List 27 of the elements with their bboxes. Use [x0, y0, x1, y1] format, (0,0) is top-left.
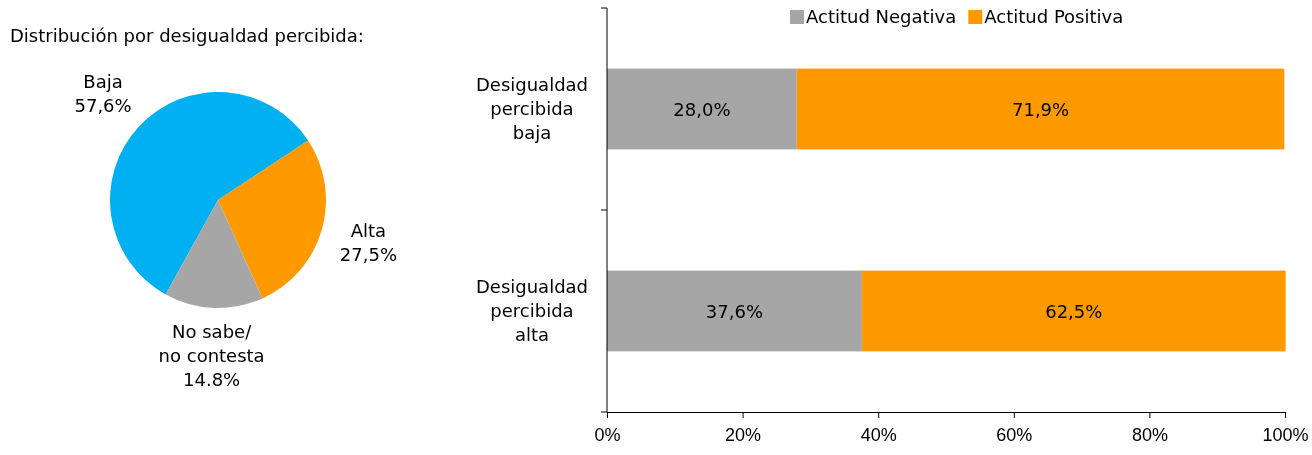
bar: [861, 270, 1286, 352]
pie-slice: [218, 140, 326, 299]
slice-label: No sabe/ no contesta: [158, 321, 265, 367]
data-label: 14.8%: [183, 369, 241, 391]
legend-label: Actitud Negativa: [806, 6, 957, 27]
x-tick-label: 40%: [860, 424, 897, 445]
x-tick-label: 60%: [996, 424, 1033, 445]
data-label: 37,6%: [705, 301, 764, 322]
x-tick-label: 20%: [725, 424, 762, 445]
x-tick-label: 100%: [1262, 424, 1309, 445]
y-tick-label: Desigualdad percibida baja: [475, 74, 589, 143]
legend-label: Actitud Positiva: [984, 6, 1124, 27]
x-tick-label: 80%: [1131, 424, 1168, 445]
data-label: 71,9%: [1011, 99, 1070, 120]
bar: [796, 68, 1285, 150]
data-label: 62,5%: [1045, 301, 1103, 322]
bar: [607, 68, 797, 150]
data-label: 28,0%: [673, 99, 731, 120]
y-tick-label: Desigualdad percibida alta: [475, 276, 589, 345]
data-label: 57,6%: [74, 94, 132, 116]
pie-slice: [165, 200, 263, 308]
chart-title: Distribución por desigualdad percibida:: [10, 25, 364, 46]
slice-label: Alta: [350, 220, 387, 242]
data-label: 27,5%: [339, 244, 398, 266]
x-tick-label: 0%: [594, 424, 621, 445]
slice-label: Baja: [83, 70, 123, 92]
bar: [607, 270, 862, 352]
